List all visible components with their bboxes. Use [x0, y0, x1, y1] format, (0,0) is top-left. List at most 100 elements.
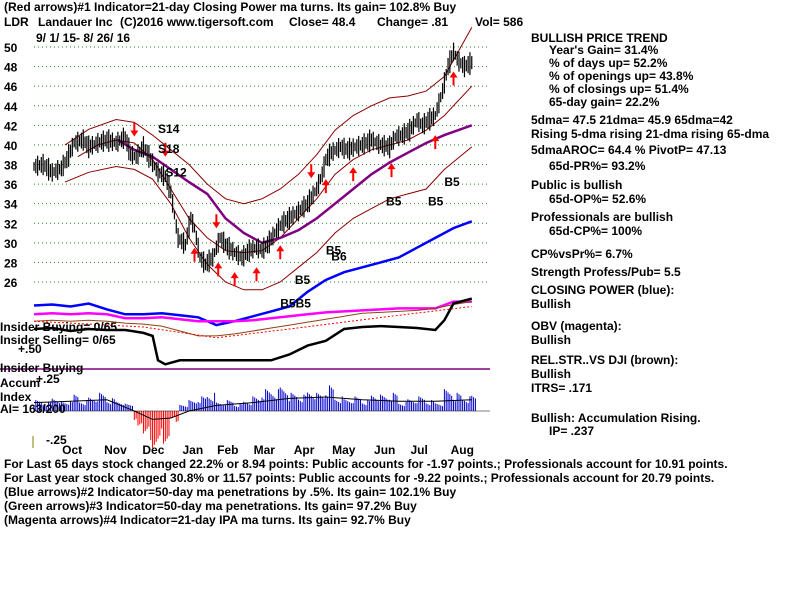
op-line: 65d-OP%= 52.6% [549, 192, 647, 206]
obv-label: OBV (magenta): [531, 319, 622, 333]
signal-label-b5: B5 [326, 244, 342, 258]
prof-line: Professionals are bullish [531, 210, 674, 224]
relstr-status: Bullish [531, 367, 572, 381]
footer-line-5: (Magenta arrows)#4 Indicator=21-day IPA … [4, 513, 411, 527]
signal-label-b6: B6 [331, 249, 347, 263]
red-up-arrowhead [252, 267, 261, 274]
minus-25-label: -.25 [46, 433, 67, 447]
trend-line-4: % of closings up= 51.4% [549, 82, 689, 96]
y-tick-42: 42 [4, 119, 18, 133]
ma21-line [77, 85, 473, 254]
date-range: 9/ 1/ 15- 8/ 26/ 16 [36, 31, 131, 45]
relstr-line [33, 301, 472, 337]
red-up-arrowhead [214, 262, 223, 269]
copyright: (C)2016 www.tigersoft.com [120, 15, 274, 29]
relstr-label: REL.STR..VS DJI (brown): [531, 353, 679, 367]
public-line: Public is bullish [531, 178, 623, 192]
price-axis-ticks: 26 28 30 32 34 36 38 40 42 44 46 48 50 Oct Nov Dec Jan Fe… [4, 41, 474, 457]
plus-50-label: +.50 [18, 342, 42, 356]
red-up-arrowhead [230, 272, 239, 279]
trend-line-2: % of days up= 52.2% [549, 56, 668, 70]
ai-label: AI= 163/200 [0, 402, 66, 416]
red-up-arrowhead [321, 179, 330, 186]
signal-label-b5: B5 [428, 195, 444, 209]
red-up-arrowhead [190, 247, 199, 254]
trend-line-3: % of openings up= 43.8% [549, 69, 694, 83]
red-up-arrowhead [276, 245, 285, 252]
signal-label-b5: B5 [444, 175, 460, 189]
x-tick-apr: Apr [294, 443, 315, 457]
red-up-arrowhead [431, 135, 440, 142]
ma65-line [117, 124, 473, 245]
red-up-arrowhead [349, 167, 358, 174]
x-tick-may: May [332, 443, 356, 457]
cpvspr-line: CP%vsPr%= 6.7% [531, 247, 633, 261]
y-tick-48: 48 [4, 61, 18, 75]
x-tick-feb: Feb [217, 443, 238, 457]
aroc-line: 5dmaAROC= 64.4 % PivotP= 47.13 [531, 143, 727, 157]
footer-line-2: For Last year stock changed 30.8% or 11.… [4, 471, 715, 485]
y-tick-36: 36 [4, 178, 18, 192]
lower-band-line [64, 146, 473, 291]
y-tick-32: 32 [4, 217, 18, 231]
trend-line-1: Year's Gain= 31.4% [549, 43, 659, 57]
cp-line: 65d-CP%= 100% [549, 224, 643, 238]
signal-label-b5: B5 [386, 195, 402, 209]
footer-line-3: (Blue arrows)#2 Indicator=50-day ma pene… [4, 485, 457, 499]
red-down-arrowhead [130, 130, 139, 137]
closing-power-label: CLOSING POWER (blue): [531, 283, 675, 297]
upper-band-line [64, 27, 473, 205]
signal-label-s12: S12 [165, 165, 187, 179]
signal-1-line: (Red arrows)#1 Indicator=21-day Closing … [4, 0, 457, 14]
pr-line: 65d-PR%= 93.2% [549, 159, 646, 173]
red-up-arrowhead [449, 71, 458, 78]
closing-power-line [33, 220, 473, 327]
x-tick-dec: Dec [142, 443, 164, 457]
red-down-arrowhead [307, 172, 316, 179]
red-down-arrowhead [212, 222, 221, 229]
volume-value: Vol= 586 [475, 15, 524, 29]
red-up-arrowhead [387, 163, 396, 170]
y-tick-46: 46 [4, 80, 18, 94]
insider-buying-label: Insider Buying= 0/65 [0, 320, 118, 334]
x-tick-nov: Nov [104, 443, 127, 457]
x-tick-oct: Oct [62, 443, 82, 457]
x-tick-mar: Mar [254, 443, 276, 457]
y-tick-38: 38 [4, 159, 18, 173]
accum-label: Accum [0, 376, 41, 390]
closing-power-status: Bullish [531, 297, 572, 311]
obv-line [33, 300, 472, 323]
footer-line-1: For Last 65 days stock changed 22.2% or … [4, 457, 728, 471]
x-tick-jul: Jul [411, 443, 428, 457]
signal-label-b5: B5 [295, 273, 311, 287]
obv-status: Bullish [531, 333, 572, 347]
black-indicator-line [33, 297, 473, 366]
x-tick-aug: Aug [451, 443, 474, 457]
plus-25-label: +.25 [36, 372, 60, 386]
x-tick-jan: Jan [183, 443, 204, 457]
red-down-arrowhead [161, 150, 170, 157]
company-name: Landauer Inc [38, 15, 113, 29]
accum-ma-line [33, 396, 472, 420]
y-tick-34: 34 [4, 198, 18, 212]
signal-label-b5b5: B5B5 [280, 296, 311, 310]
itrs-line: ITRS= .171 [531, 381, 593, 395]
dma-line: 5dma= 47.5 21dma= 45.9 65dma=42 [531, 113, 733, 127]
insider-buying-line-label: Insider Buying [0, 361, 84, 375]
rising-line: Rising 5-dma rising 21-dma rising 65-dma [531, 127, 770, 141]
x-tick-jun: Jun [374, 443, 395, 457]
y-tick-26: 26 [4, 276, 18, 290]
trend-line-5: 65-day gain= 22.2% [549, 95, 660, 109]
y-tick-30: 30 [4, 237, 18, 251]
y-tick-28: 28 [4, 256, 18, 270]
price-grid [34, 46, 490, 283]
signal-label-s18: S18 [158, 142, 180, 156]
red-dotted-line [33, 306, 472, 339]
accum-status: Bullish: Accumulation Rising. [531, 411, 701, 425]
y-tick-50: 50 [4, 41, 18, 55]
footer-line-4: (Green arrows)#3 Indicator=50-day ma pen… [4, 499, 417, 513]
insider-selling-label: Insider Selling= 0/65 [0, 333, 116, 347]
change-value: Change= .81 [377, 15, 449, 29]
